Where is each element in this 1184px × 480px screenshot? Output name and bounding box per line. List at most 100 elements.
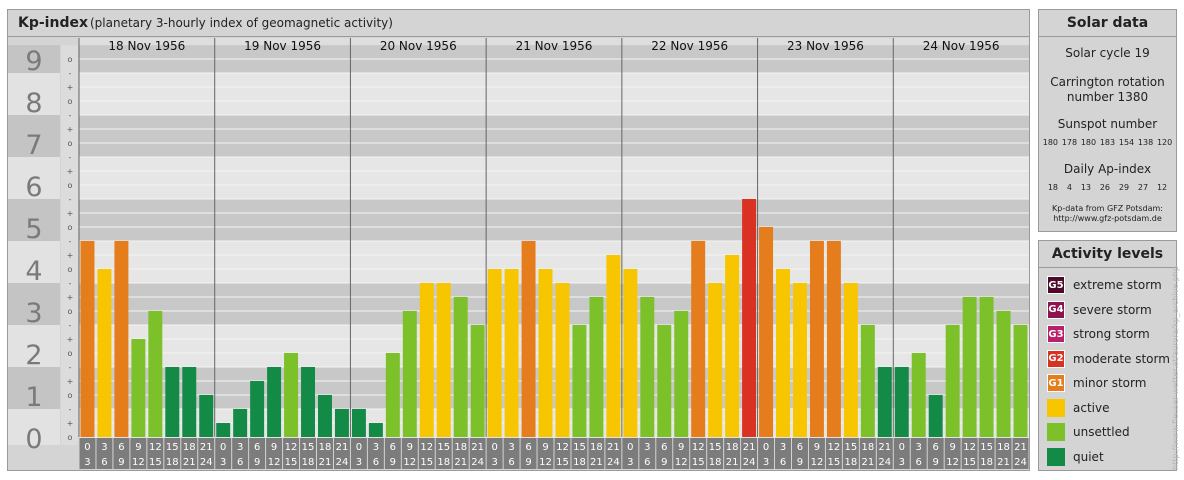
time-cell <box>588 438 605 469</box>
ap-value-6: 12 <box>1156 183 1168 192</box>
level-label: moderate storm <box>1073 351 1170 366</box>
y-tick-label: 3 <box>25 298 42 329</box>
minor-mark: - <box>69 111 72 120</box>
time-cell <box>673 438 690 469</box>
y-band <box>8 198 60 241</box>
time-cell <box>961 438 978 469</box>
minor-mark: o <box>68 223 73 232</box>
time-end-label: 6 <box>373 457 379 468</box>
time-end-label: 12 <box>268 457 281 468</box>
time-cell <box>503 438 520 469</box>
ap-value-0: 18 <box>1047 183 1059 192</box>
time-cell <box>707 438 724 469</box>
kp-bar <box>148 311 163 437</box>
kp-band <box>79 282 1029 325</box>
time-start-label: 9 <box>135 442 141 453</box>
time-start-label: 9 <box>678 442 684 453</box>
kp-bar <box>759 227 774 437</box>
kp-band <box>79 198 1029 241</box>
time-end-label: 15 <box>828 457 841 468</box>
kp-bar <box>131 339 146 437</box>
time-cell <box>96 438 113 469</box>
kp-bar <box>928 395 943 437</box>
solar-cycle: Solar cycle 19 <box>1065 46 1150 60</box>
level-minor-storm: G1 minor storm <box>1047 373 1146 393</box>
time-cell <box>656 438 673 469</box>
time-end-label: 6 <box>644 457 650 468</box>
time-start-label: 18 <box>726 442 739 453</box>
level-swatch: G4 <box>1047 300 1065 319</box>
time-start-label: 21 <box>200 442 213 453</box>
chart-subtitle: (planetary 3-hourly index of geomagnetic… <box>90 16 393 30</box>
time-start-label: 21 <box>878 442 891 453</box>
ap-values: 18 4 13 26 29 27 12 <box>1039 183 1176 192</box>
minor-mark-column <box>61 45 78 445</box>
time-end-label: 12 <box>811 457 824 468</box>
time-start-label: 18 <box>183 442 196 453</box>
time-cell <box>571 438 588 469</box>
kp-band <box>79 114 1029 157</box>
time-start-label: 12 <box>692 442 705 453</box>
kp-bar <box>267 366 282 437</box>
minor-mark: o <box>68 433 73 442</box>
level-unsettled: unsettled <box>1047 422 1130 442</box>
sunspot-value-4: 154 <box>1118 138 1135 147</box>
time-end-label: 12 <box>403 457 416 468</box>
minor-mark: - <box>69 69 72 78</box>
time-start-label: 12 <box>285 442 298 453</box>
time-start-label: 21 <box>471 442 484 453</box>
sunspot-value-0: 180 <box>1042 138 1059 147</box>
time-cell <box>215 438 232 469</box>
time-start-label: 9 <box>271 442 277 453</box>
y-tick-label: 5 <box>25 214 42 245</box>
day-label: 23 Nov 1956 <box>787 39 864 53</box>
minor-mark: + <box>67 335 74 344</box>
kp-bar <box>843 282 858 437</box>
time-cell <box>842 438 859 469</box>
time-end-label: 6 <box>237 457 243 468</box>
time-cell <box>978 438 995 469</box>
minor-mark: + <box>67 125 74 134</box>
kp-bar <box>793 282 807 437</box>
time-cell <box>79 438 96 469</box>
activity-levels-panel: Activity levels G5 extreme storm G4 severe … <box>1038 240 1177 471</box>
time-start-label: 3 <box>916 442 922 453</box>
y-tick-label: 1 <box>25 382 42 413</box>
time-start-label: 3 <box>373 442 379 453</box>
kp-chart: 0123456789o+-o+-o+-o+-o+-o+-o+-o+-o+-o18… <box>8 38 1029 469</box>
time-end-label: 18 <box>573 457 586 468</box>
time-start-label: 9 <box>542 442 548 453</box>
time-cell <box>232 438 249 469</box>
time-end-label: 3 <box>763 457 769 468</box>
kp-bar <box>351 408 366 437</box>
time-end-label: 21 <box>726 457 739 468</box>
minor-mark: + <box>67 83 74 92</box>
kp-bar <box>572 324 587 437</box>
time-start-label: 0 <box>763 442 769 453</box>
time-start-label: 6 <box>118 442 124 453</box>
time-end-label: 18 <box>845 457 858 468</box>
kp-bar <box>165 366 180 437</box>
minor-mark: - <box>69 279 72 288</box>
kp-bar <box>216 423 231 437</box>
time-cell <box>452 438 469 469</box>
time-cell <box>825 438 842 469</box>
level-label: severe storm <box>1073 302 1152 317</box>
minor-mark: o <box>68 181 73 190</box>
time-cell <box>130 438 147 469</box>
time-end-label: 12 <box>946 457 959 468</box>
time-end-label: 12 <box>675 457 688 468</box>
y-tick-label: 0 <box>25 424 42 455</box>
time-start-label: 15 <box>573 442 586 453</box>
time-start-label: 9 <box>814 442 820 453</box>
time-start-label: 9 <box>407 442 413 453</box>
time-cell <box>317 438 333 469</box>
time-cell <box>639 438 656 469</box>
kp-bar <box>657 324 672 437</box>
time-cell <box>622 438 639 469</box>
source-line-1: Kp-data from GFZ Potsdam: <box>1052 204 1163 213</box>
ap-value-1: 4 <box>1066 183 1072 192</box>
kp-bar <box>742 198 757 437</box>
level-label: minor storm <box>1073 376 1147 390</box>
y-tick-label: 8 <box>25 88 42 119</box>
